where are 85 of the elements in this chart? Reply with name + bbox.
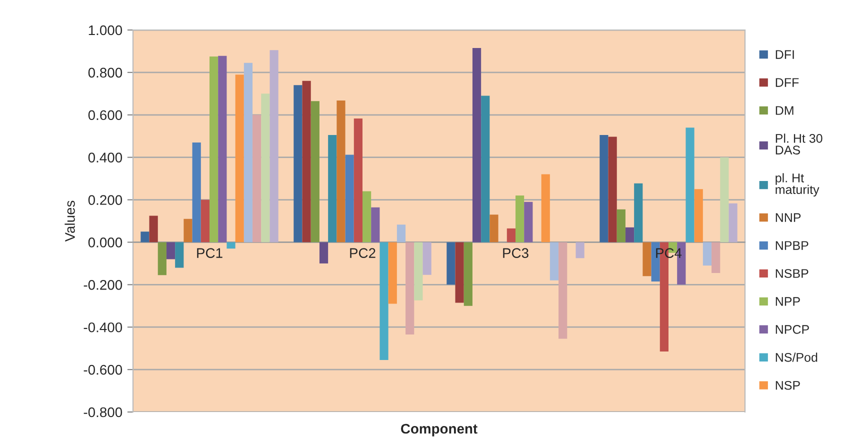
bar bbox=[472, 48, 482, 242]
bar bbox=[608, 136, 617, 242]
bar bbox=[541, 174, 550, 242]
y-tick-label: 0.000 bbox=[88, 238, 122, 248]
legend-label: Pl. Ht 30 DAS bbox=[776, 134, 822, 154]
bar bbox=[218, 56, 227, 242]
bar bbox=[192, 142, 201, 242]
bar bbox=[175, 242, 184, 268]
bar bbox=[490, 214, 498, 242]
bar bbox=[576, 242, 584, 258]
bar bbox=[252, 114, 262, 242]
bar bbox=[354, 118, 362, 242]
bar bbox=[642, 242, 652, 276]
bar bbox=[558, 242, 568, 339]
x-tick-label: PC2 bbox=[350, 248, 376, 258]
y-tick-label: 0.400 bbox=[88, 152, 122, 163]
bar bbox=[625, 227, 634, 242]
x-tick-label: PC1 bbox=[197, 248, 222, 258]
bar bbox=[464, 242, 472, 306]
y-tick-label: -0.400 bbox=[84, 322, 122, 332]
y-axis-title: Values bbox=[64, 200, 75, 242]
legend-label: NSP bbox=[776, 380, 800, 390]
x-axis-title: Component bbox=[401, 424, 478, 436]
y-tick-label: 0.200 bbox=[88, 195, 122, 205]
bar bbox=[149, 216, 158, 242]
y-tick-label: 0.800 bbox=[88, 68, 122, 78]
legend-label: NS/Pod bbox=[776, 352, 818, 362]
legend-label: NPP bbox=[776, 297, 800, 306]
bar bbox=[319, 242, 328, 264]
bar bbox=[310, 101, 320, 242]
bar bbox=[371, 207, 380, 242]
bar bbox=[235, 74, 244, 242]
bar bbox=[294, 85, 302, 242]
bar bbox=[720, 157, 729, 242]
bar bbox=[244, 62, 253, 242]
bar bbox=[506, 228, 516, 242]
bar bbox=[634, 183, 643, 242]
legend-label: pl. Ht maturity bbox=[776, 173, 820, 196]
legend-label: NPCP bbox=[776, 325, 809, 334]
bar bbox=[686, 128, 694, 242]
x-tick-label: PC3 bbox=[503, 248, 528, 258]
y-tick-label: 0.600 bbox=[88, 110, 122, 120]
bar bbox=[345, 154, 354, 242]
bar bbox=[388, 242, 397, 304]
bar bbox=[166, 242, 176, 260]
bar bbox=[414, 242, 423, 300]
bar bbox=[728, 203, 738, 242]
bar bbox=[616, 209, 626, 242]
bar bbox=[380, 242, 388, 360]
bar bbox=[694, 189, 703, 242]
legend-label: NNP bbox=[776, 213, 801, 222]
bar bbox=[481, 96, 490, 242]
bar bbox=[550, 242, 559, 280]
bar bbox=[270, 50, 278, 242]
x-tick-label: PC4 bbox=[656, 248, 682, 258]
bar bbox=[422, 242, 432, 275]
bar bbox=[712, 242, 720, 273]
legend-label: DFI bbox=[776, 50, 794, 59]
bar bbox=[328, 135, 337, 242]
bar bbox=[210, 56, 218, 242]
bar bbox=[524, 202, 533, 242]
bar bbox=[406, 242, 414, 335]
bar bbox=[702, 242, 712, 266]
bar bbox=[455, 242, 464, 303]
bar bbox=[200, 200, 210, 242]
bar bbox=[184, 218, 192, 242]
y-tick-label: -0.800 bbox=[84, 407, 122, 418]
legend-label: DM bbox=[776, 106, 794, 115]
bar bbox=[158, 242, 166, 276]
bar bbox=[336, 100, 346, 242]
bar bbox=[302, 80, 311, 242]
bar bbox=[516, 196, 524, 242]
bar bbox=[396, 224, 406, 242]
bar bbox=[226, 242, 236, 249]
bar bbox=[140, 232, 150, 242]
y-tick-label: 1.000 bbox=[88, 25, 122, 36]
bar bbox=[362, 191, 372, 242]
legend-label: NSBP bbox=[776, 269, 808, 278]
legend-label: DFF bbox=[776, 78, 799, 87]
legend-label: NPBP bbox=[776, 241, 808, 250]
y-tick-label: -0.200 bbox=[84, 280, 122, 290]
bar bbox=[446, 242, 456, 285]
bar bbox=[600, 135, 608, 242]
bar bbox=[261, 94, 270, 242]
y-tick-label: -0.600 bbox=[84, 364, 122, 375]
